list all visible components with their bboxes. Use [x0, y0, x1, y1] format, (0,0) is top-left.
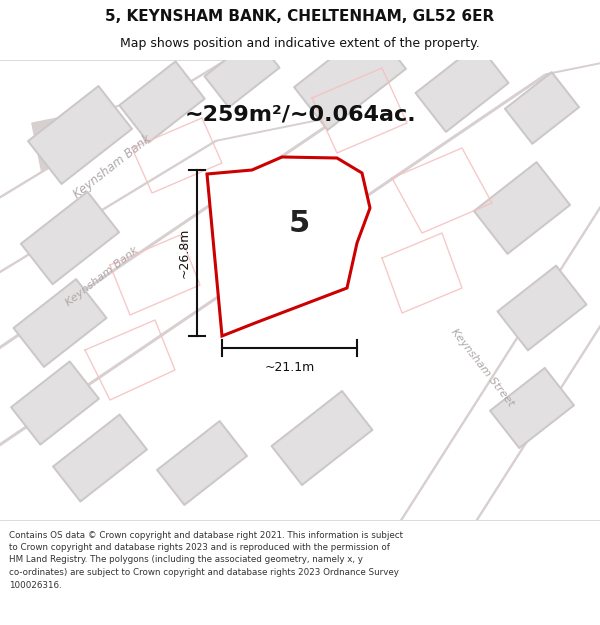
- Polygon shape: [32, 0, 600, 176]
- Polygon shape: [500, 268, 584, 348]
- Polygon shape: [207, 39, 277, 105]
- Polygon shape: [0, 0, 404, 303]
- Polygon shape: [23, 194, 116, 282]
- Polygon shape: [395, 94, 600, 566]
- Polygon shape: [20, 191, 119, 284]
- Polygon shape: [13, 279, 107, 368]
- Polygon shape: [473, 162, 571, 254]
- Polygon shape: [293, 26, 406, 131]
- Polygon shape: [505, 72, 580, 144]
- Polygon shape: [0, 0, 562, 461]
- Polygon shape: [28, 86, 133, 184]
- Text: Keynsham Bank: Keynsham Bank: [64, 246, 140, 309]
- Polygon shape: [0, 0, 587, 480]
- Text: ~21.1m: ~21.1m: [265, 361, 314, 374]
- Text: 5, KEYNSHAM BANK, CHELTENHAM, GL52 6ER: 5, KEYNSHAM BANK, CHELTENHAM, GL52 6ER: [106, 9, 494, 24]
- Polygon shape: [497, 265, 587, 351]
- Text: Keynsham Bank: Keynsham Bank: [71, 132, 154, 201]
- Polygon shape: [55, 6, 600, 169]
- Polygon shape: [476, 164, 568, 251]
- Polygon shape: [493, 371, 572, 446]
- Polygon shape: [11, 361, 100, 445]
- Polygon shape: [53, 414, 148, 502]
- Polygon shape: [204, 36, 280, 108]
- Polygon shape: [119, 61, 205, 143]
- Polygon shape: [382, 75, 600, 585]
- Polygon shape: [160, 424, 245, 503]
- Polygon shape: [31, 88, 130, 182]
- Text: ~259m²/~0.064ac.: ~259m²/~0.064ac.: [184, 105, 416, 125]
- Polygon shape: [207, 157, 370, 336]
- Text: 5: 5: [289, 209, 310, 238]
- Polygon shape: [13, 364, 97, 442]
- Polygon shape: [508, 74, 577, 141]
- Polygon shape: [16, 281, 104, 364]
- Polygon shape: [0, 0, 386, 291]
- Polygon shape: [490, 368, 574, 449]
- Polygon shape: [418, 46, 506, 129]
- Polygon shape: [157, 421, 247, 506]
- Polygon shape: [274, 393, 370, 482]
- Polygon shape: [296, 28, 404, 127]
- Text: Contains OS data © Crown copyright and database right 2021. This information is : Contains OS data © Crown copyright and d…: [9, 531, 403, 589]
- Polygon shape: [271, 391, 373, 486]
- Text: Keynsham Street: Keynsham Street: [449, 328, 515, 409]
- Polygon shape: [122, 64, 202, 140]
- Text: Map shows position and indicative extent of the property.: Map shows position and indicative extent…: [120, 37, 480, 50]
- Polygon shape: [415, 44, 509, 132]
- Text: ~26.8m: ~26.8m: [178, 228, 191, 278]
- Polygon shape: [55, 417, 145, 499]
